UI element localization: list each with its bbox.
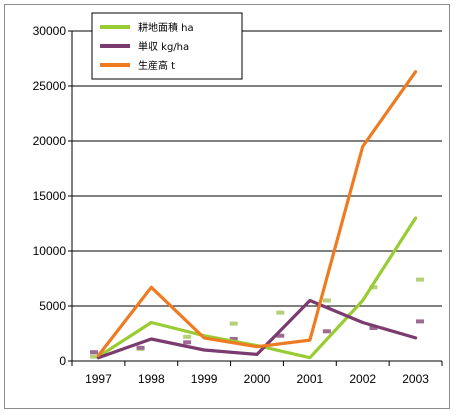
x-tick-label: 1999: [191, 372, 218, 386]
series-line: [96, 298, 418, 360]
y-tick-label: 30000: [33, 24, 67, 38]
legend-label: 単収 kg/ha: [138, 40, 189, 53]
y-tick-label: 0: [59, 354, 66, 368]
legend: 耕地面積 ha 単収 kg/ha 生産高 t: [91, 12, 243, 80]
y-tick-label: 10000: [33, 244, 67, 258]
y-tick-label: 20000: [33, 134, 67, 148]
series-line: [96, 70, 418, 358]
series-line: [96, 216, 418, 360]
x-tick-label: 2003: [402, 372, 429, 386]
x-tick-label: 2000: [244, 372, 271, 386]
legend-label: 生産高 t: [138, 59, 175, 72]
y-tick-label: 25000: [33, 79, 67, 93]
trend-dashes: [90, 277, 424, 359]
gridlines: [72, 30, 442, 307]
series-lines: [96, 70, 418, 360]
x-tick-label: 2002: [349, 372, 376, 386]
x-tick-label: 2001: [297, 372, 324, 386]
y-tick-label: 5000: [39, 299, 66, 313]
axes: 0 5000 10000 15000 20000 25000 30000 1997 1998 19…: [33, 24, 443, 386]
x-tick-label: 1998: [138, 372, 165, 386]
y-tick-label: 15000: [33, 189, 67, 203]
legend-label: 耕地面積 ha: [138, 21, 194, 34]
x-tick-label: 1997: [85, 372, 112, 386]
